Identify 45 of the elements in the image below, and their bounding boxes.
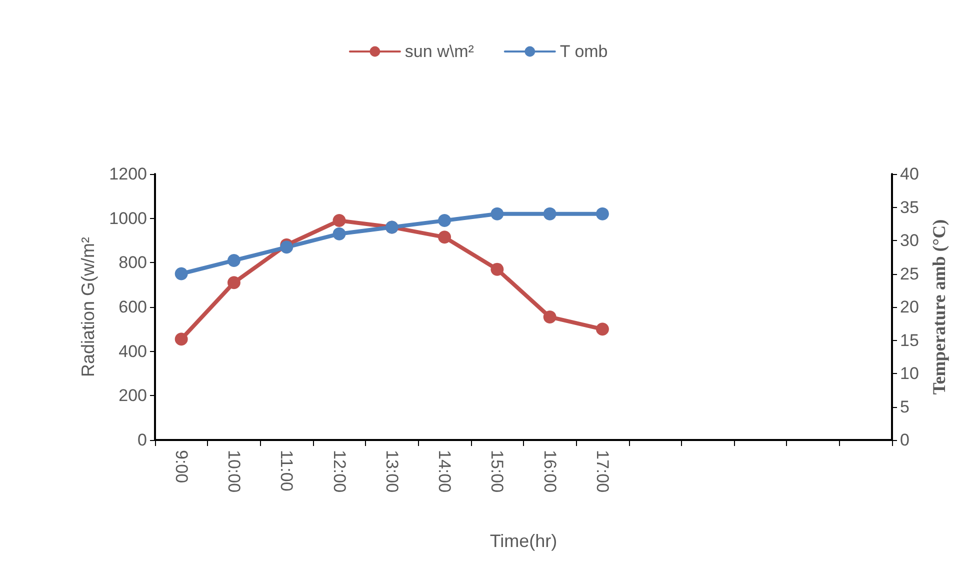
- y-tick-label: 600: [118, 298, 147, 316]
- point: [332, 214, 346, 228]
- x-tick-label: 10:00: [224, 450, 244, 493]
- y2-tick-label: 0: [900, 430, 910, 450]
- y-tick-label: 1200: [109, 164, 147, 184]
- point: [438, 230, 452, 244]
- y2-tick-label: 30: [900, 231, 919, 250]
- point: [227, 254, 240, 267]
- x-tick-label: 16:00: [540, 450, 560, 493]
- y-axis-title: Radiation G(w/m²: [78, 236, 98, 378]
- y2-tick-label: 35: [900, 198, 919, 217]
- y-tick-label: 400: [118, 342, 147, 361]
- y2-tick-label: 15: [900, 330, 919, 350]
- point: [332, 227, 346, 240]
- y2-axis-title: Temperature amb (°C): [928, 219, 949, 395]
- y2-tick-label: 40: [900, 164, 919, 184]
- legend-label: sun w\m²: [404, 42, 474, 61]
- y-tick-label: 800: [118, 253, 147, 272]
- point: [543, 207, 556, 220]
- point: [543, 310, 556, 324]
- x-tick-label: 14:00: [435, 450, 454, 493]
- point: [596, 207, 609, 220]
- point: [596, 322, 609, 336]
- y2-tick-label: 20: [900, 298, 919, 316]
- y-tick-label: 1000: [109, 208, 147, 228]
- y2-tick-label: 10: [900, 364, 919, 383]
- x-tick-label: 11:00: [277, 450, 296, 492]
- point: [174, 332, 188, 346]
- y2-tick-label: 5: [900, 397, 910, 416]
- x-axis-title: Time(hr): [490, 531, 558, 551]
- x-tick-label: 13:00: [382, 450, 402, 493]
- point: [490, 207, 504, 220]
- point: [438, 214, 452, 228]
- point: [227, 276, 240, 290]
- y2-tick-label: 25: [900, 264, 919, 284]
- legend-label: T omb: [560, 42, 608, 61]
- y-tick-label: 200: [118, 386, 147, 406]
- point: [174, 267, 188, 280]
- x-tick-label: 9:00: [172, 450, 191, 484]
- x-tick-label: 17:00: [592, 450, 612, 493]
- y-tick-label: 0: [138, 430, 147, 450]
- point: [280, 240, 294, 254]
- x-tick-label: 15:00: [488, 450, 507, 493]
- x-tick-label: 12:00: [330, 450, 349, 493]
- point: [490, 262, 504, 276]
